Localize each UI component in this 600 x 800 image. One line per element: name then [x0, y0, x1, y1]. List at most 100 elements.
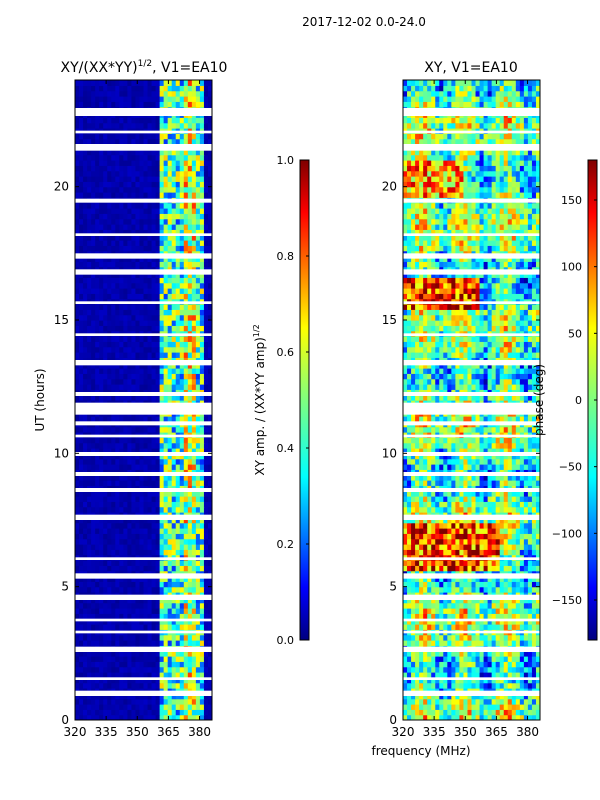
- heatmap-cell: [115, 714, 120, 720]
- heatmap-cell: [207, 165, 212, 172]
- heatmap-cell: [87, 384, 92, 390]
- y-tick-label: 0: [61, 713, 69, 727]
- heatmap-cell: [79, 277, 84, 284]
- heatmap-cell: [155, 368, 161, 374]
- heatmap-cell: [199, 698, 205, 705]
- heatmap-cell: [443, 693, 448, 700]
- heatmap-cell: [107, 586, 112, 593]
- heatmap-cell: [159, 602, 165, 609]
- heatmap-cell: [83, 714, 88, 720]
- heatmap-cell: [195, 416, 201, 422]
- heatmap-cell: [191, 581, 197, 588]
- heatmap-cell: [119, 325, 124, 332]
- heatmap-cell: [123, 624, 128, 630]
- y-tick-label: 15: [54, 313, 69, 327]
- heatmap-cell: [147, 464, 153, 470]
- heatmap-cell: [75, 277, 80, 284]
- heatmap-cell: [171, 202, 177, 209]
- heatmap-cell: [199, 368, 205, 374]
- heatmap-cell: [447, 714, 452, 720]
- heatmap-cell: [419, 624, 424, 630]
- heatmap-cell: [123, 666, 128, 673]
- heatmap-cell: [111, 624, 116, 630]
- heatmap-cell: [531, 650, 537, 657]
- heatmap-cell: [87, 208, 92, 214]
- heatmap-cell: [87, 458, 92, 465]
- heatmap-cell: [83, 80, 88, 86]
- heatmap-cell: [87, 490, 92, 497]
- heatmap-cell: [483, 634, 489, 641]
- heatmap-cell: [183, 496, 189, 502]
- heatmap-cell: [151, 362, 157, 369]
- figure-suptitle: 2017-12-02 0.0-24.0: [302, 15, 426, 29]
- heatmap-cell: [135, 490, 141, 497]
- heatmap-cell: [487, 656, 493, 662]
- heatmap-cell: [443, 709, 448, 716]
- heatmap-cell: [479, 634, 485, 641]
- heatmap-cell: [111, 517, 116, 524]
- heatmap-cell: [527, 666, 533, 673]
- heatmap-cell: [187, 384, 193, 390]
- heatmap-cell: [87, 677, 92, 684]
- heatmap-cell: [163, 634, 169, 641]
- heatmap-cell: [95, 501, 100, 508]
- heatmap-cell: [407, 704, 412, 710]
- heatmap-cell: [187, 672, 193, 678]
- heatmap-cell: [179, 560, 185, 566]
- heatmap-cell: [435, 602, 440, 609]
- heatmap-cell: [203, 117, 209, 124]
- heatmap-cell: [131, 661, 137, 668]
- heatmap-cell: [419, 704, 424, 710]
- heatmap-cell: [143, 709, 149, 716]
- heatmap-cell: [167, 208, 173, 214]
- heatmap-cell: [83, 474, 88, 481]
- heatmap-cell: [99, 101, 104, 108]
- heatmap-cell: [187, 682, 193, 689]
- heatmap-cell: [107, 341, 112, 348]
- heatmap-cell: [499, 597, 505, 604]
- heatmap-cell: [203, 634, 209, 641]
- heatmap-cell: [107, 416, 112, 422]
- heatmap-cell: [83, 378, 88, 385]
- heatmap-cell: [179, 533, 185, 540]
- heatmap-cell: [131, 117, 137, 124]
- heatmap-cell: [475, 640, 481, 646]
- heatmap-cell: [87, 90, 92, 97]
- heatmap-cell: [467, 693, 473, 700]
- heatmap-cell: [123, 634, 128, 641]
- heatmap-cell: [83, 640, 88, 646]
- heatmap-cell: [127, 549, 133, 556]
- heatmap-cell: [135, 448, 141, 454]
- heatmap-cell: [147, 533, 153, 540]
- heatmap-cell: [427, 714, 432, 720]
- heatmap-cell: [491, 714, 497, 720]
- heatmap-cell: [175, 480, 181, 486]
- heatmap-cell: [439, 656, 444, 662]
- heatmap-cell: [207, 368, 212, 374]
- heatmap-cell: [167, 474, 173, 481]
- heatmap-cell: [115, 336, 120, 342]
- heatmap-cell: [107, 640, 112, 646]
- heatmap-cell: [159, 528, 165, 534]
- heatmap-cell: [179, 549, 185, 556]
- heatmap-cell: [83, 362, 88, 369]
- heatmap-cell: [99, 368, 104, 374]
- heatmap-cell: [79, 666, 84, 673]
- heatmap-cell: [143, 181, 149, 188]
- heatmap-cell: [435, 698, 440, 705]
- heatmap-cell: [479, 661, 485, 668]
- heatmap-cell: [163, 661, 169, 668]
- heatmap-cell: [123, 549, 128, 556]
- heatmap-cell: [179, 442, 185, 449]
- heatmap-cell: [187, 218, 193, 225]
- heatmap-cell: [191, 218, 197, 225]
- heatmap-cell: [455, 624, 461, 630]
- heatmap-cell: [471, 698, 477, 705]
- heatmap-cell: [195, 96, 201, 102]
- heatmap-cell: [127, 474, 133, 481]
- heatmap-cell: [423, 682, 428, 689]
- heatmap-cell: [447, 677, 452, 684]
- heatmap-cell: [183, 586, 189, 593]
- heatmap-cell: [187, 597, 193, 604]
- heatmap-cell: [507, 656, 513, 662]
